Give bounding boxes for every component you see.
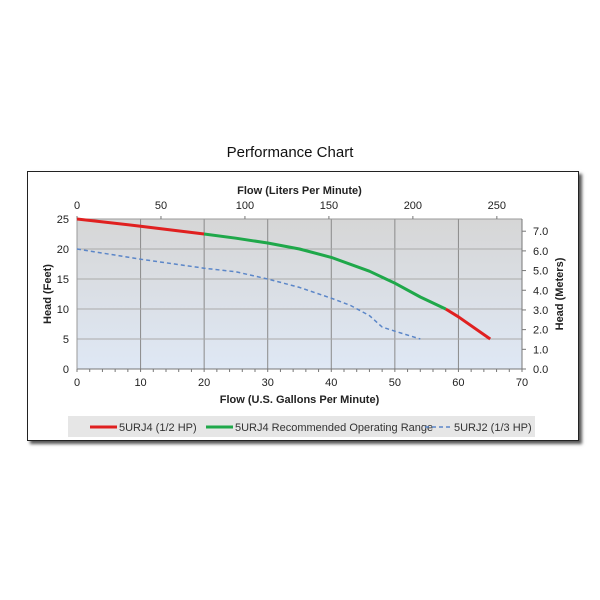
y-tick-label: 0 — [63, 364, 69, 376]
legend-label: 5URJ4 Recommended Operating Range — [235, 422, 433, 434]
y-tick-label: 25 — [57, 214, 69, 226]
legend — [68, 416, 535, 437]
y2-tick-label: 1.0 — [533, 344, 548, 356]
y-tick-label: 15 — [57, 274, 69, 286]
y-axis-label: Head (Feet) — [42, 264, 54, 324]
y2-tick-label: 7.0 — [533, 226, 548, 238]
y2-tick-label: 6.0 — [533, 246, 548, 258]
x-tick-label: 20 — [198, 377, 210, 389]
legend-label: 5URJ4 (1/2 HP) — [119, 422, 197, 434]
y-tick-label: 5 — [63, 334, 69, 346]
series-line — [444, 307, 492, 341]
x-tick-label: 30 — [262, 377, 274, 389]
x-tick-label: 40 — [325, 377, 337, 389]
series-line — [76, 217, 205, 236]
plot-area — [77, 219, 522, 369]
x2-tick-label: 100 — [236, 200, 254, 212]
x-tick-label: 70 — [516, 377, 528, 389]
x2-tick-label: 250 — [488, 200, 506, 212]
chart-title: Performance Chart — [226, 144, 354, 161]
y2-tick-label: 2.0 — [533, 325, 548, 337]
x2-tick-label: 50 — [155, 200, 167, 212]
x-tick-label: 60 — [452, 377, 464, 389]
x-tick-label: 10 — [134, 377, 146, 389]
x-axis-label: Flow (U.S. Gallons Per Minute) — [220, 394, 380, 406]
x2-tick-label: 0 — [74, 200, 80, 212]
x-tick-label: 0 — [74, 377, 80, 389]
legend-label: 5URJ2 (1/3 HP) — [454, 422, 532, 434]
x2-axis-label: Flow (Liters Per Minute) — [237, 185, 362, 197]
y2-tick-label: 3.0 — [533, 305, 548, 317]
y2-tick-label: 0.0 — [533, 364, 548, 376]
y2-tick-label: 5.0 — [533, 266, 548, 278]
y2-tick-label: 4.0 — [533, 285, 548, 297]
x2-tick-label: 150 — [320, 200, 338, 212]
y-tick-label: 20 — [57, 244, 69, 256]
x-tick-label: 50 — [389, 377, 401, 389]
y-tick-label: 10 — [57, 304, 69, 316]
y2-axis-label: Head (Meters) — [554, 257, 566, 330]
series-line — [203, 232, 447, 311]
x2-tick-label: 200 — [404, 200, 422, 212]
